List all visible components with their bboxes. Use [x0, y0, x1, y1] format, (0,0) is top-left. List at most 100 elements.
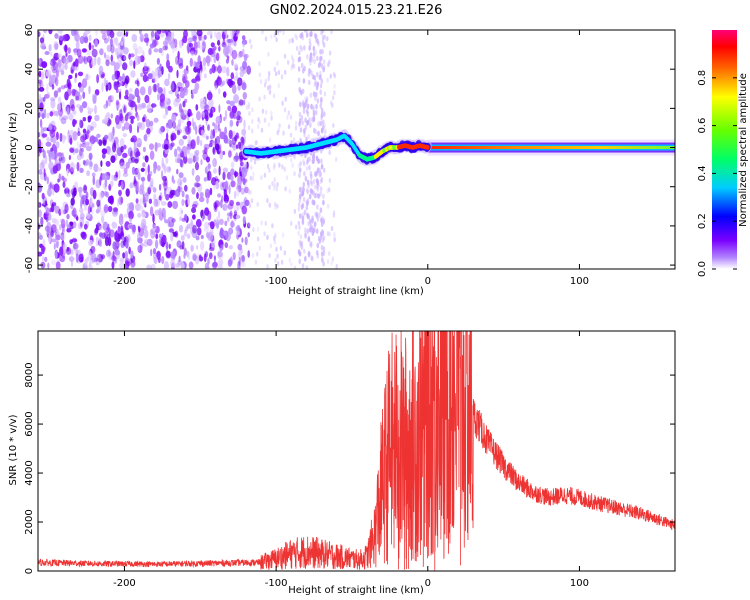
noise-blob — [222, 203, 228, 211]
noise-blob — [123, 47, 129, 55]
noise-blob — [237, 260, 241, 269]
noise-blob — [181, 190, 185, 198]
noise-blob — [179, 158, 183, 168]
noise-blob — [153, 75, 159, 83]
noise-blob — [47, 262, 50, 269]
noise-blob — [228, 129, 233, 140]
noise-blob — [87, 205, 91, 215]
noise-blob — [155, 239, 159, 249]
noise-blob — [64, 63, 68, 70]
noise-blob — [83, 55, 86, 63]
noise-blob-faint — [323, 130, 326, 136]
noise-blob — [144, 239, 149, 244]
noise-blob-band — [321, 237, 325, 243]
noise-blob-faint — [274, 257, 277, 263]
noise-blob — [41, 256, 45, 262]
noise-blob — [119, 57, 123, 67]
noise-blob — [88, 107, 94, 113]
noise-blob — [118, 91, 122, 100]
noise-blob — [127, 203, 133, 208]
noise-blob — [178, 255, 181, 262]
noise-blob-band — [322, 59, 326, 65]
noise-blob — [38, 138, 42, 149]
noise-blob — [139, 86, 146, 96]
noise-blob — [94, 114, 100, 122]
noise-blob — [227, 216, 230, 222]
noise-blob-faint — [282, 130, 285, 136]
noise-blob — [91, 207, 94, 215]
noise-blob — [146, 264, 152, 269]
noise-blob-band — [312, 227, 315, 234]
noise-blob — [174, 125, 179, 132]
noise-blob-faint — [258, 72, 261, 78]
noise-blob — [97, 56, 101, 66]
noise-blob — [188, 261, 194, 269]
noise-blob — [241, 82, 247, 91]
noise-blob — [240, 187, 246, 195]
noise-blob — [105, 160, 111, 167]
noise-blob — [179, 207, 183, 217]
noise-blob-faint — [333, 83, 336, 89]
noise-blob — [227, 105, 232, 112]
noise-blob — [198, 124, 202, 131]
noise-blob — [92, 175, 96, 186]
noise-blob-faint — [273, 182, 276, 188]
noise-blob — [177, 178, 183, 187]
noise-blob — [204, 262, 209, 269]
noise-blob — [176, 81, 183, 89]
noise-blob — [162, 236, 167, 244]
noise-blob — [235, 201, 241, 206]
noise-blob — [199, 70, 202, 80]
noise-blob — [194, 162, 200, 171]
noise-blob — [206, 91, 213, 101]
noise-blob — [215, 135, 221, 145]
noise-blob — [129, 115, 135, 120]
noise-blob — [121, 236, 125, 242]
noise-blob — [125, 31, 128, 37]
noise-blob — [144, 193, 149, 202]
noise-blob — [133, 183, 138, 189]
colorbar-tick-label: 0.0 — [697, 261, 708, 277]
noise-blob — [115, 114, 120, 125]
noise-blob-faint — [258, 96, 261, 102]
noise-blob — [97, 221, 101, 227]
noise-blob — [82, 159, 86, 166]
noise-blob-faint — [251, 118, 254, 124]
noise-blob — [76, 161, 80, 172]
noise-blob-faint — [277, 83, 280, 89]
noise-blob — [159, 93, 166, 104]
noise-blob — [136, 137, 143, 148]
noise-blob — [103, 206, 109, 212]
noise-blob-faint — [283, 107, 287, 113]
noise-blob-band — [304, 117, 307, 123]
noise-blob — [190, 30, 196, 35]
noise-blob — [130, 70, 136, 78]
noise-blob — [86, 170, 90, 177]
noise-blob — [206, 31, 213, 36]
x-tick-label: -200 — [113, 578, 136, 589]
figure-title: GN02.2024.015.23.21.E26 — [270, 3, 443, 18]
noise-blob — [175, 97, 181, 103]
noise-blob — [213, 255, 216, 263]
x-tick-label: 100 — [570, 578, 589, 589]
noise-blob-band — [302, 181, 306, 188]
noise-blob — [247, 250, 250, 258]
noise-blob — [66, 193, 71, 198]
noise-blob — [175, 263, 181, 268]
noise-blob — [134, 158, 139, 164]
noise-blob-faint — [323, 167, 326, 173]
noise-blob-faint — [284, 186, 287, 192]
noise-blob — [65, 52, 68, 57]
noise-blob — [68, 134, 73, 144]
noise-blob — [54, 219, 59, 227]
noise-blob-faint — [273, 162, 276, 168]
noise-blob — [57, 103, 62, 112]
noise-blob — [117, 198, 120, 207]
noise-blob — [44, 93, 50, 99]
noise-blob — [222, 171, 226, 181]
noise-blob — [106, 44, 112, 53]
noise-blob — [57, 53, 62, 59]
noise-blob — [76, 48, 82, 58]
noise-blob — [110, 130, 115, 140]
colorbar: 0.0 0.2 0.4 0.6 0.8 Normalized spectral ampl… — [697, 30, 749, 277]
